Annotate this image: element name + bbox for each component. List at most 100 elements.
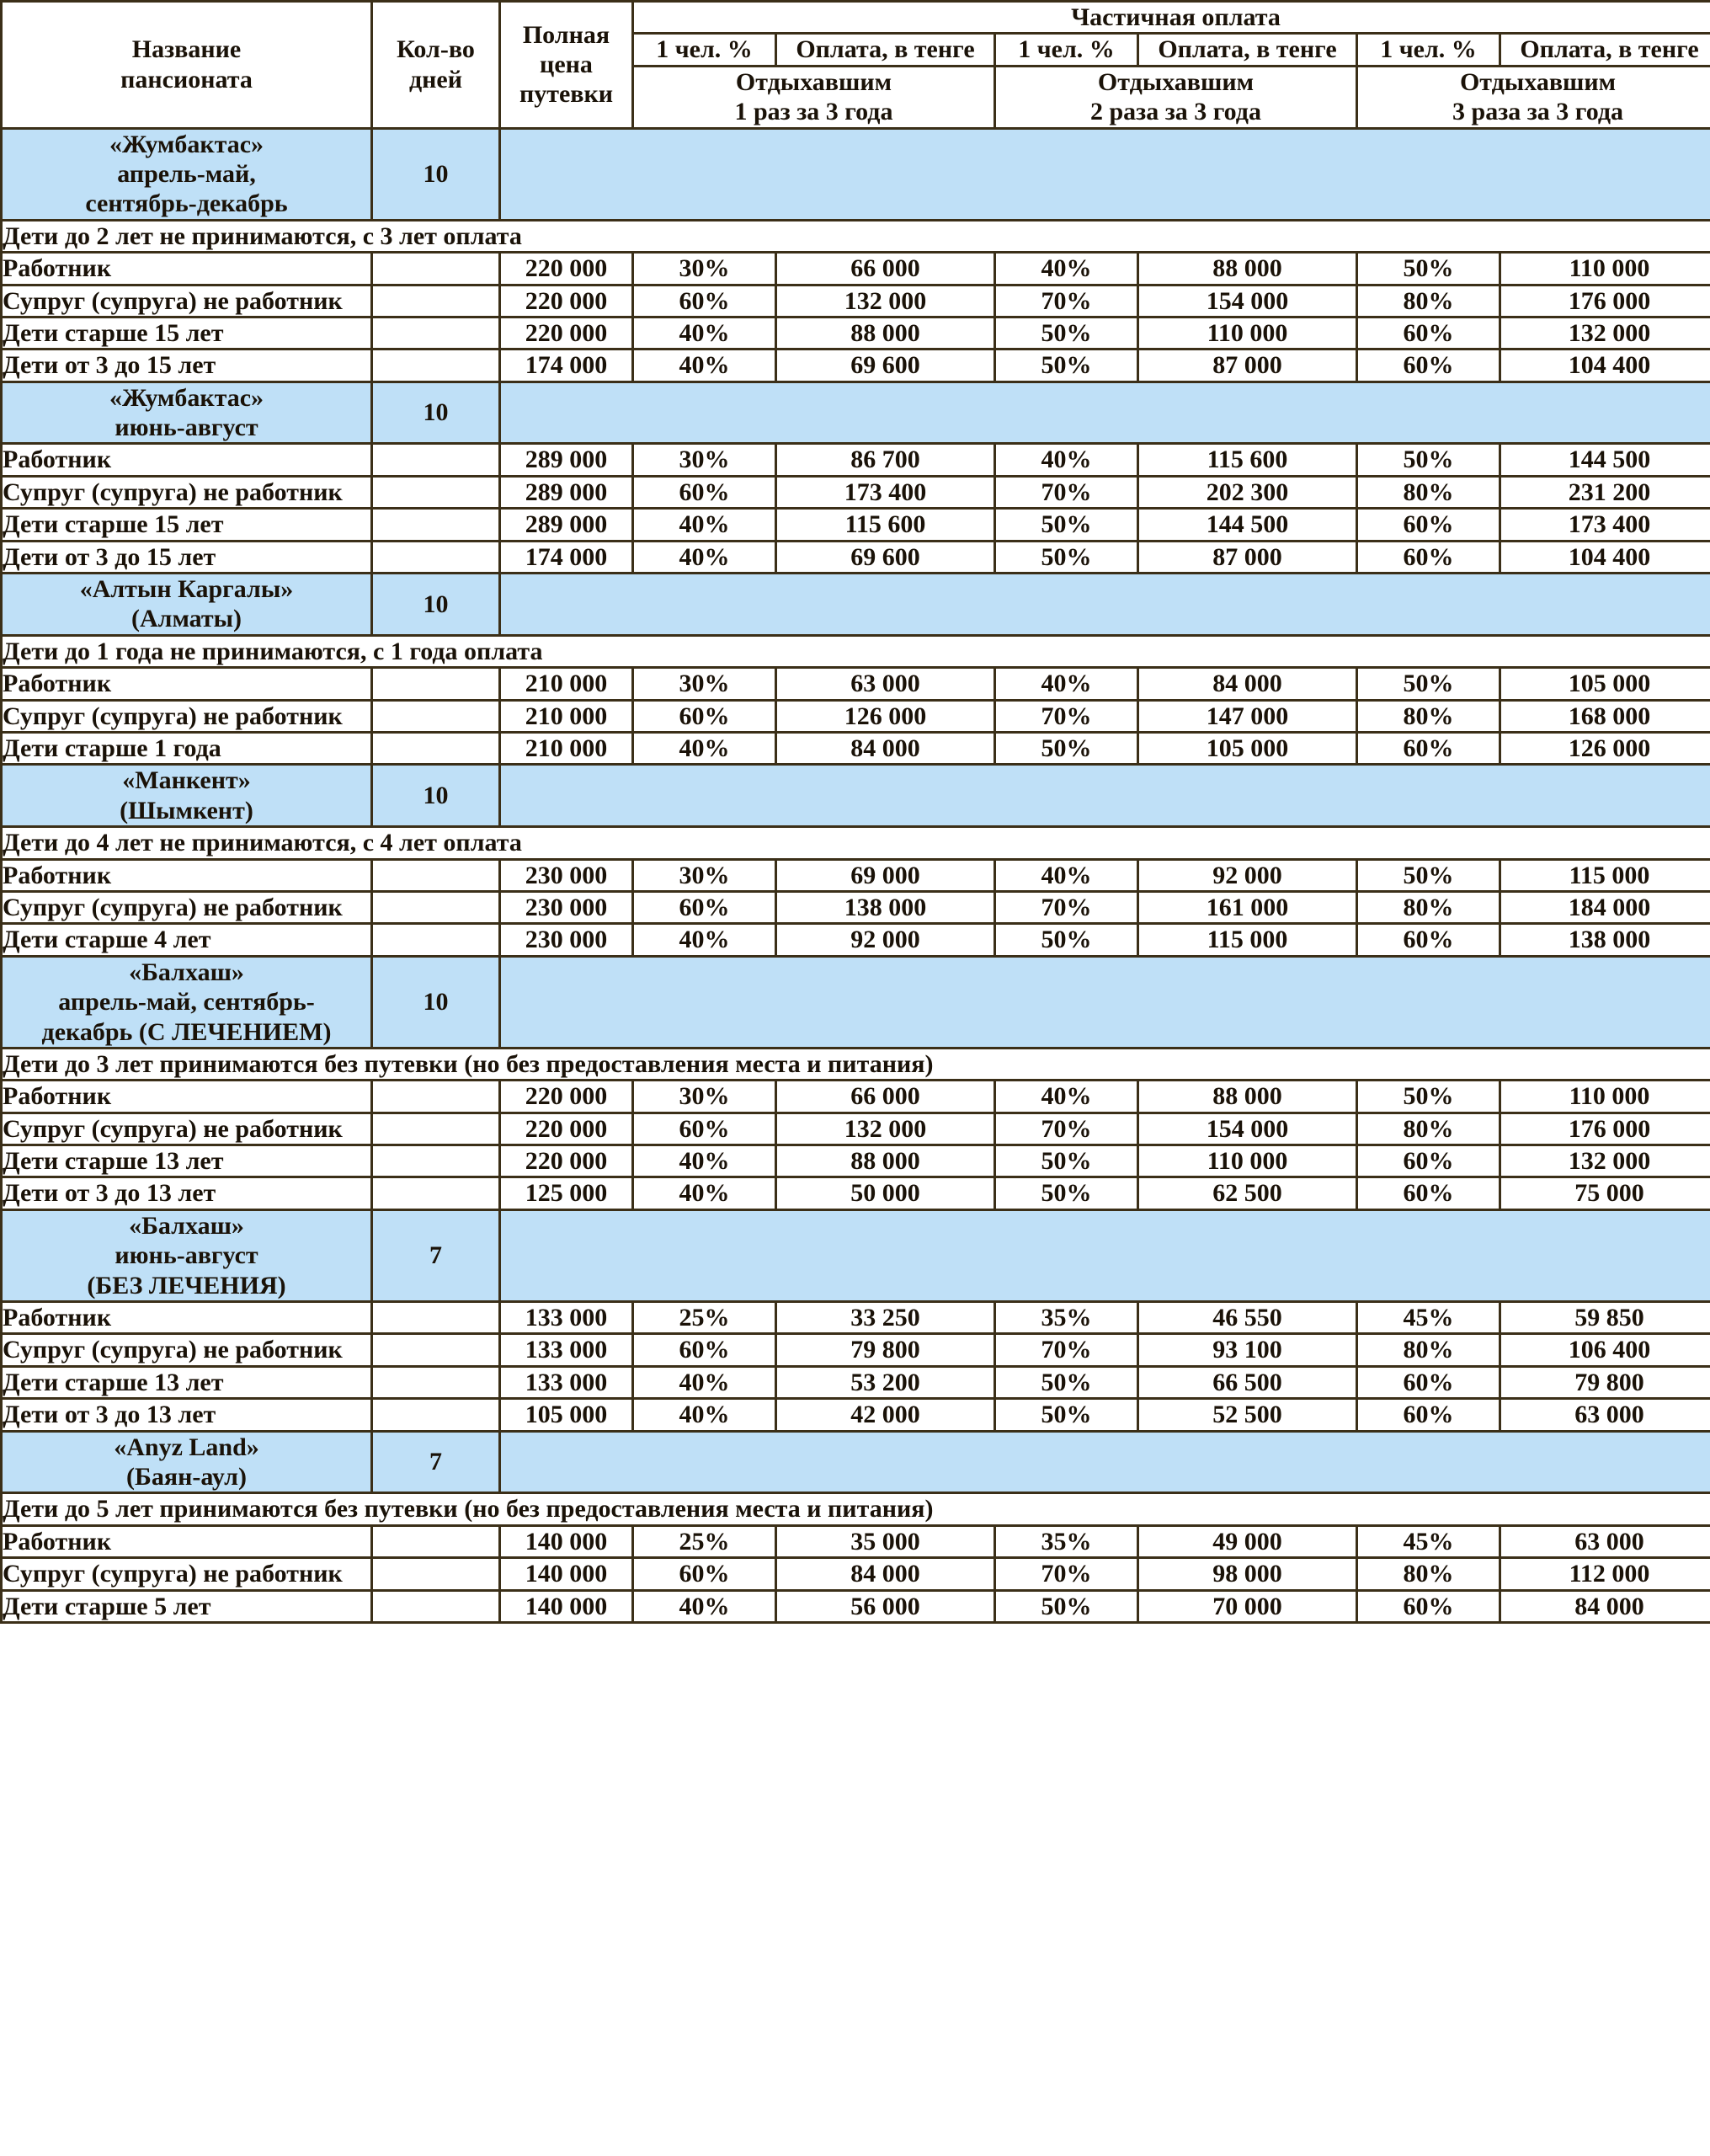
amount-1: 42 000 <box>775 1397 996 1433</box>
pct-3: 45% <box>1356 1300 1501 1336</box>
amount-1: 69 000 <box>775 857 996 893</box>
resort-header-row: «Балхаш» июнь-август (БЕЗ ЛЕЧЕНИЯ) 7 <box>0 1208 1710 1304</box>
category-name: Дети старше 15 лет <box>0 315 373 351</box>
header-pct-2: 1 чел. % <box>994 32 1139 67</box>
full-price: 210 000 <box>498 666 634 702</box>
pct-2: 70% <box>994 283 1139 318</box>
amount-3: 126 000 <box>1498 730 1710 766</box>
amount-3: 104 400 <box>1498 348 1710 383</box>
pct-1: 25% <box>631 1300 777 1336</box>
amount-2: 52 500 <box>1137 1397 1358 1433</box>
resort-header-row: «Жумбактас» июнь-август 10 <box>0 380 1710 446</box>
header-partial-payment: Частичная оплата <box>631 0 1710 35</box>
table-row: Супруг (супруга) не работник 140 000 60% 84… <box>0 1556 1710 1592</box>
table-row: Работник 220 000 30% 66 000 40% 88 000 50% 110 … <box>0 251 1710 286</box>
table-body: «Жумбактас» апрель-май, сентябрь-декабрь 10… <box>0 126 1710 1624</box>
days-empty-cell <box>370 1364 501 1401</box>
full-price: 125 000 <box>498 1176 634 1211</box>
amount-1: 138 000 <box>775 889 996 926</box>
days-empty-cell <box>370 730 501 766</box>
amount-2: 154 000 <box>1137 1111 1358 1147</box>
days-empty-cell <box>370 922 501 958</box>
resort-note-row: Дети до 5 лет принимаются без путевки (н… <box>0 1492 1710 1527</box>
amount-3: 63 000 <box>1498 1524 1710 1560</box>
amount-1: 132 000 <box>775 283 996 318</box>
resort-note: Дети до 1 года не принимаются, с 1 года … <box>0 633 1710 670</box>
category-name: Супруг (супруга) не работник <box>0 1556 373 1592</box>
pct-3: 80% <box>1356 474 1501 510</box>
pct-3: 80% <box>1356 698 1501 734</box>
table-row: Дети старше 15 лет 289 000 40% 115 600 50% 14… <box>0 507 1710 542</box>
header-rested-thrice: Отдыхавшим 3 раза за 3 года <box>1355 64 1710 130</box>
header-pay-2: Оплата, в тенге <box>1137 32 1358 67</box>
full-price: 140 000 <box>498 1588 634 1624</box>
resort-days: 10 <box>370 763 501 829</box>
table-row: Супруг (супруга) не работник 220 000 60% 13… <box>0 1111 1710 1147</box>
resort-name: «Манкент» (Шымкент) <box>0 763 373 829</box>
pct-3: 50% <box>1356 857 1501 893</box>
category-name: Дети от 3 до 15 лет <box>0 539 373 575</box>
pct-3: 60% <box>1356 1397 1501 1433</box>
amount-1: 173 400 <box>775 474 996 510</box>
amount-1: 69 600 <box>775 348 996 383</box>
amount-2: 87 000 <box>1137 539 1358 575</box>
amount-1: 86 700 <box>775 442 996 478</box>
header-row-group: Название пансионата Кол-во дней Полная цена… <box>0 0 1710 130</box>
pct-2: 50% <box>994 1397 1139 1433</box>
pct-2: 40% <box>994 857 1139 893</box>
category-name: Дети старше 1 года <box>0 730 373 766</box>
pct-3: 45% <box>1356 1524 1501 1560</box>
pct-1: 60% <box>631 474 777 510</box>
category-name: Супруг (супруга) не работник <box>0 889 373 926</box>
category-name: Работник <box>0 857 373 893</box>
header-full-price: Полная цена путевки <box>498 0 634 130</box>
table-row: Супруг (супруга) не работник 133 000 60% 79… <box>0 1332 1710 1368</box>
header-pct-1: 1 чел. % <box>631 32 777 67</box>
pct-2: 70% <box>994 474 1139 510</box>
amount-1: 84 000 <box>775 1556 996 1592</box>
pct-1: 30% <box>631 442 777 478</box>
pct-3: 60% <box>1356 730 1501 766</box>
amount-2: 46 550 <box>1137 1300 1358 1336</box>
pct-3: 60% <box>1356 1144 1501 1179</box>
pct-2: 35% <box>994 1300 1139 1336</box>
days-empty-cell <box>370 889 501 926</box>
header-days: Кол-во дней <box>370 0 501 130</box>
table-row: Работник 289 000 30% 86 700 40% 115 600 50% 144… <box>0 442 1710 478</box>
header-resort-name: Название пансионата <box>0 0 373 130</box>
full-price: 133 000 <box>498 1364 634 1401</box>
full-price: 174 000 <box>498 539 634 575</box>
amount-1: 88 000 <box>775 1144 996 1179</box>
amount-1: 126 000 <box>775 698 996 734</box>
resort-blank-cells <box>498 763 1710 829</box>
pct-1: 30% <box>631 857 777 893</box>
resort-name: «Жумбактас» апрель-май, сентябрь-декабрь <box>0 126 373 221</box>
days-empty-cell <box>370 1079 501 1114</box>
amount-1: 115 600 <box>775 507 996 542</box>
pct-2: 50% <box>994 1588 1139 1624</box>
table-row: Работник 133 000 25% 33 250 35% 46 550 45% 59 8… <box>0 1300 1710 1336</box>
full-price: 220 000 <box>498 283 634 318</box>
table-row: Дети старше 5 лет 140 000 40% 56 000 50% 70 0… <box>0 1588 1710 1624</box>
amount-1: 53 200 <box>775 1364 996 1401</box>
resort-name: «Жумбактас» июнь-август <box>0 380 373 446</box>
days-empty-cell <box>370 348 501 383</box>
resort-note: Дети до 2 лет не принимаются, с 3 лет оп… <box>0 218 1710 254</box>
pct-2: 50% <box>994 730 1139 766</box>
days-empty-cell <box>370 1524 501 1560</box>
amount-3: 144 500 <box>1498 442 1710 478</box>
amount-2: 115 600 <box>1137 442 1358 478</box>
amount-3: 75 000 <box>1498 1176 1710 1211</box>
table-row: Дети от 3 до 13 лет 105 000 40% 42 000 50% 52… <box>0 1397 1710 1433</box>
pct-1: 40% <box>631 315 777 351</box>
category-name: Дети старше 13 лет <box>0 1364 373 1401</box>
amount-2: 110 000 <box>1137 1144 1358 1179</box>
amount-3: 176 000 <box>1498 1111 1710 1147</box>
amount-3: 106 400 <box>1498 1332 1710 1368</box>
days-empty-cell <box>370 698 501 734</box>
category-name: Работник <box>0 1524 373 1560</box>
full-price: 289 000 <box>498 442 634 478</box>
amount-2: 93 100 <box>1137 1332 1358 1368</box>
amount-1: 63 000 <box>775 666 996 702</box>
full-price: 289 000 <box>498 474 634 510</box>
